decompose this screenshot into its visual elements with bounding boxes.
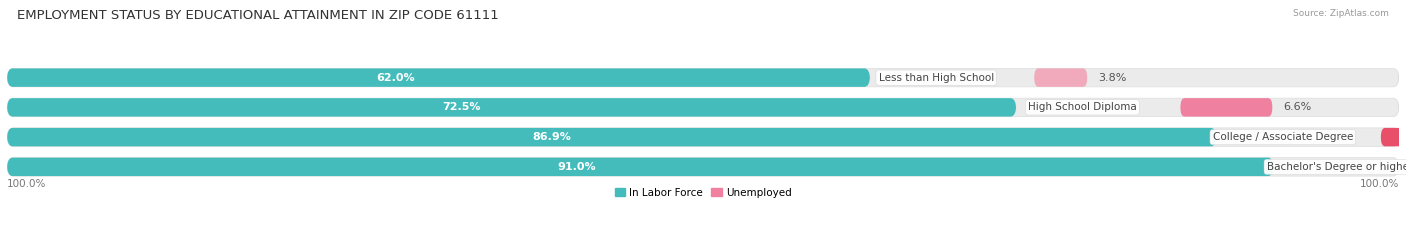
- FancyBboxPatch shape: [7, 128, 1216, 146]
- Text: 62.0%: 62.0%: [375, 73, 415, 83]
- FancyBboxPatch shape: [7, 69, 1399, 87]
- Text: 3.8%: 3.8%: [1098, 73, 1126, 83]
- Legend: In Labor Force, Unemployed: In Labor Force, Unemployed: [610, 183, 796, 202]
- FancyBboxPatch shape: [7, 158, 1274, 176]
- Text: 72.5%: 72.5%: [441, 102, 481, 112]
- Text: 100.0%: 100.0%: [7, 179, 46, 189]
- Text: Source: ZipAtlas.com: Source: ZipAtlas.com: [1294, 9, 1389, 18]
- Text: 86.9%: 86.9%: [531, 132, 571, 142]
- Text: 91.0%: 91.0%: [558, 162, 596, 172]
- FancyBboxPatch shape: [7, 158, 1399, 176]
- Text: Bachelor's Degree or higher: Bachelor's Degree or higher: [1267, 162, 1406, 172]
- FancyBboxPatch shape: [7, 98, 1399, 116]
- FancyBboxPatch shape: [7, 98, 1017, 116]
- FancyBboxPatch shape: [1381, 128, 1406, 146]
- Text: Less than High School: Less than High School: [879, 73, 994, 83]
- Text: High School Diploma: High School Diploma: [1028, 102, 1136, 112]
- FancyBboxPatch shape: [7, 128, 1399, 146]
- Text: 100.0%: 100.0%: [1360, 179, 1399, 189]
- Text: EMPLOYMENT STATUS BY EDUCATIONAL ATTAINMENT IN ZIP CODE 61111: EMPLOYMENT STATUS BY EDUCATIONAL ATTAINM…: [17, 9, 499, 22]
- FancyBboxPatch shape: [7, 69, 870, 87]
- Text: 6.6%: 6.6%: [1284, 102, 1312, 112]
- FancyBboxPatch shape: [1181, 98, 1272, 116]
- FancyBboxPatch shape: [1035, 69, 1087, 87]
- Text: College / Associate Degree: College / Associate Degree: [1212, 132, 1353, 142]
